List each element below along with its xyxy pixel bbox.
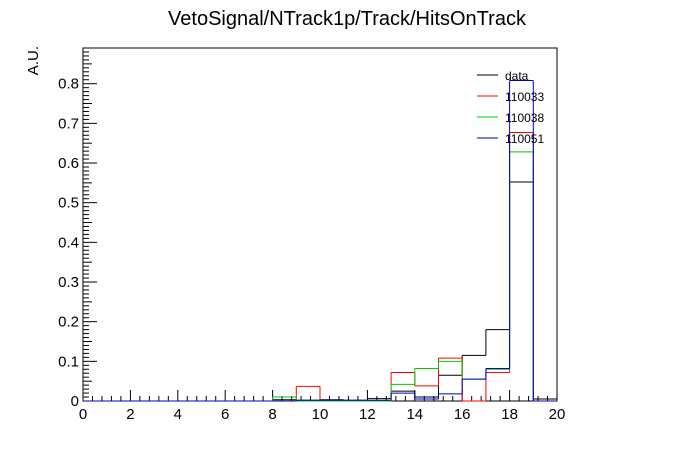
x-axis: 0 2 4 6 8 10 12 14 16 18 20	[79, 390, 566, 423]
y-tick-label: 0.4	[58, 234, 79, 251]
y-tick-label: 0.1	[58, 353, 79, 370]
x-tick-label: 8	[268, 406, 276, 423]
y-axis: 0 0.1 0.2 0.3 0.4 0.5 0.6 0.7 0.8	[58, 51, 97, 410]
x-tick-label: 14	[406, 406, 423, 423]
y-axis-label: A.U.	[25, 46, 42, 75]
x-tick-label: 16	[454, 406, 471, 423]
x-tick-label: 0	[79, 406, 87, 423]
y-tick-label: 0.5	[58, 195, 79, 212]
x-tick-label: 2	[126, 406, 134, 423]
series-110051	[83, 80, 557, 402]
legend: data 110033 110038 110051	[477, 69, 544, 146]
y-tick-label: 0.8	[58, 76, 79, 93]
x-tick-label: 18	[501, 406, 518, 423]
y-tick-label: 0	[71, 393, 79, 410]
series-110033	[83, 131, 557, 402]
y-tick-label: 0.2	[58, 314, 79, 331]
legend-label: 110051	[505, 132, 544, 146]
legend-label: 110038	[505, 111, 544, 125]
x-tick-label: 6	[221, 406, 229, 423]
legend-label: 110033	[505, 90, 544, 104]
y-tick-label: 0.7	[58, 115, 79, 132]
x-tick-label: 20	[549, 406, 566, 423]
x-tick-label: 4	[174, 406, 182, 423]
x-tick-label: 10	[312, 406, 329, 423]
y-tick-label: 0.3	[58, 274, 79, 291]
y-tick-label: 0.6	[58, 155, 79, 172]
x-tick-label: 12	[359, 406, 376, 423]
series-110038	[83, 151, 557, 402]
series-layer	[83, 80, 557, 402]
chart-title: VetoSignal/NTrack1p/Track/HitsOnTrack	[168, 8, 527, 30]
legend-label: data	[505, 69, 529, 83]
